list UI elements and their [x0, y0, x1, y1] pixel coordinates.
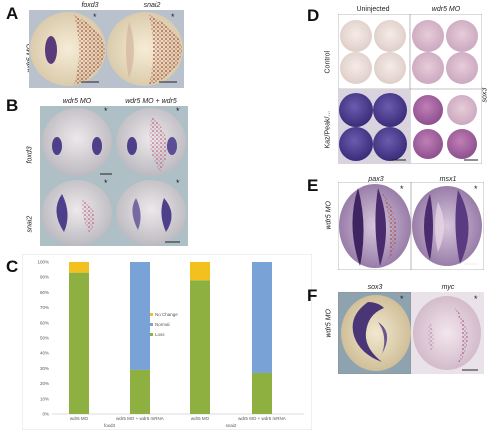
legend-swatch: [150, 333, 153, 336]
panel-e-letter: E: [307, 176, 319, 195]
stacked-bar-chart: 0% 10% 20% 30% 40% 50% 60% 70% 80% 90% 100% No Cha…: [22, 254, 312, 430]
legend-label: Loss: [155, 332, 165, 337]
panel-b-star-3: *: [104, 178, 108, 188]
panel-b-star-4: *: [176, 178, 180, 188]
y-tick-label: 0%: [42, 412, 49, 417]
panel-f-star-1: *: [400, 294, 404, 304]
x-category-label: wdr5 MO + wdr5 mRNA: [116, 416, 164, 421]
panel-f-embryo-image: [338, 292, 484, 374]
bar-segment-no-change: [190, 262, 210, 281]
panel-b-row-label-2: snai2: [26, 215, 34, 233]
bar-segment-loss: [69, 272, 89, 414]
y-tick-label: 90%: [40, 275, 49, 280]
panel-b-row-label-1: foxd3: [26, 146, 34, 164]
legend-swatch: [150, 323, 153, 326]
y-tick-label: 50%: [40, 336, 49, 341]
panel-e-star-2: *: [474, 184, 478, 194]
y-tick-label: 20%: [40, 381, 49, 386]
x-category-label: wdr5 MO: [70, 416, 89, 421]
panel-a-star-1: *: [93, 12, 97, 22]
y-tick-label: 30%: [40, 366, 49, 371]
panel-d-row-label-1: Control: [324, 50, 332, 74]
panel-b-header-2: wdr5 MO + wdr5: [125, 98, 177, 105]
panel-a-embryo-image: [29, 10, 184, 88]
legend-swatch: [150, 313, 153, 316]
panel-f-star-2: *: [474, 294, 478, 304]
y-tick-label: 80%: [40, 290, 49, 295]
x-group-label: snai2: [226, 423, 237, 428]
panel-e-header-2: msx1: [439, 176, 457, 183]
x-category-label: wdr5 MO + wdr5 mRNA: [238, 416, 286, 421]
panel-b-star-2: *: [176, 106, 180, 116]
x-group-label: foxd3: [104, 423, 116, 428]
bar-segment-normal: [252, 262, 272, 373]
panel-d-embryo-image: [338, 14, 482, 164]
y-tick-label: 60%: [40, 320, 49, 325]
panel-d-letter: D: [307, 6, 320, 25]
bar-segment-loss: [252, 372, 272, 414]
bar-segment-loss: [130, 369, 150, 414]
panel-f-header-1: sox3: [367, 284, 383, 291]
panel-e-header-1: pax3: [368, 176, 384, 183]
panel-b-letter: B: [6, 96, 19, 115]
x-category-label: wdr5 MO: [191, 416, 210, 421]
y-tick-label: 10%: [40, 396, 49, 401]
panel-d-header-2: wdr5 MO: [431, 6, 461, 13]
panel-d-header-1: Uninjected: [356, 6, 390, 13]
legend-label: No Change: [155, 312, 178, 317]
legend-label: Normal: [155, 322, 170, 327]
panel-e-embryo-image: [338, 182, 484, 270]
panel-e-star-1: *: [400, 184, 404, 194]
panel-a-header-snai2: snai2: [143, 2, 161, 9]
panel-a-letter: A: [6, 4, 19, 23]
panel-c-letter: C: [6, 257, 19, 276]
panel-e-row-label: wdr5 MO: [325, 201, 333, 230]
panel-a-star-2: *: [171, 12, 175, 22]
panel-f-header-2: myc: [441, 284, 455, 291]
panel-b-embryo-image: [40, 106, 188, 246]
y-tick-label: 40%: [40, 351, 49, 356]
y-tick-label: 100%: [37, 260, 49, 265]
bar-segment-loss: [190, 280, 210, 414]
panel-f-row-label: wdr5 MO: [325, 309, 333, 338]
panel-a-header-foxd3: foxd3: [81, 2, 99, 9]
panel-b-star-1: *: [104, 106, 108, 116]
bar-segment-normal: [130, 262, 150, 370]
bar-segment-no-change: [69, 262, 89, 273]
panel-b-header-1: wdr5 MO: [62, 98, 92, 105]
panel-d-side-label: sox3: [481, 87, 489, 103]
panel-f-letter: F: [307, 286, 318, 305]
panel-d-row-label-2: Kaz/Peak/...: [324, 110, 332, 149]
y-tick-label: 70%: [40, 305, 49, 310]
